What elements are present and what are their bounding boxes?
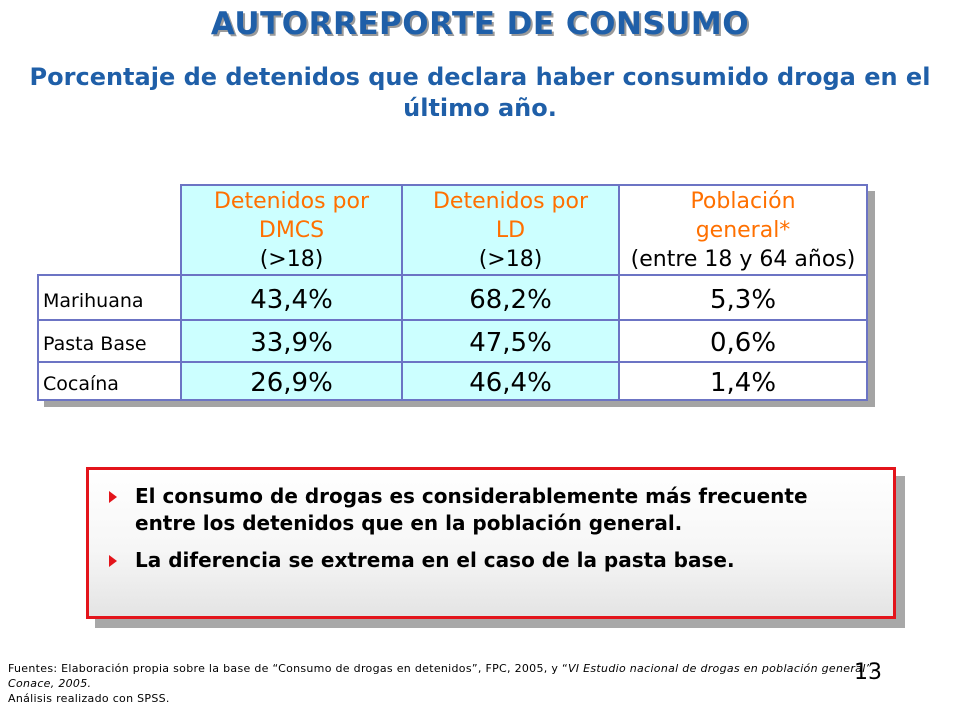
header-cell-ld: Detenidos por LD (>18) bbox=[401, 184, 620, 276]
header-line: Población bbox=[690, 188, 796, 214]
row-label-cocaina: Cocaína bbox=[37, 361, 182, 401]
header-line: general* bbox=[695, 217, 791, 243]
callout-bullet: El consumo de drogas es considerablement… bbox=[109, 483, 873, 537]
footnote-text: Fuentes: Elaboración propia sobre la bas… bbox=[8, 662, 568, 675]
callout-bullet: La diferencia se extrema en el caso de l… bbox=[109, 547, 873, 574]
table-cell: 68,2% bbox=[401, 274, 620, 321]
header-line: (entre 18 y 64 años) bbox=[630, 246, 856, 272]
row-label-pasta-base: Pasta Base bbox=[37, 319, 182, 363]
sources-footnote: Fuentes: Elaboración propia sobre la bas… bbox=[8, 661, 913, 706]
table-cell: 33,9% bbox=[180, 319, 403, 363]
header-cell-dmcs: Detenidos por DMCS (>18) bbox=[180, 184, 403, 276]
table-cell: 26,9% bbox=[180, 361, 403, 401]
bullet-text: El consumo de drogas es considerablement… bbox=[135, 484, 808, 535]
row-label-marihuana: Marihuana bbox=[37, 274, 182, 321]
footnote-analysis: Análisis realizado con SPSS. bbox=[8, 692, 170, 705]
header-line: Detenidos por bbox=[213, 188, 370, 214]
triangle-bullet-icon bbox=[109, 491, 117, 503]
slide-title: AUTORREPORTE DE CONSUMO bbox=[210, 6, 750, 42]
header-line: Detenidos por bbox=[432, 188, 589, 214]
table-cell: 1,4% bbox=[618, 361, 868, 401]
header-line: LD bbox=[495, 217, 526, 243]
conclusion-callout: El consumo de drogas es considerablement… bbox=[86, 467, 896, 619]
triangle-bullet-icon bbox=[109, 555, 117, 567]
table-cell: 43,4% bbox=[180, 274, 403, 321]
footnote-italic-text: VI Estudio nacional de drogas en poblaci… bbox=[8, 662, 876, 690]
header-line: DMCS bbox=[258, 217, 325, 243]
bullet-text: La diferencia se extrema en el caso de l… bbox=[135, 548, 735, 572]
header-cell-poblacion: Población general* (entre 18 y 64 años) bbox=[618, 184, 868, 276]
table-cell: 46,4% bbox=[401, 361, 620, 401]
header-line: (>18) bbox=[478, 246, 543, 272]
slide-subtitle: Porcentaje de detenidos que declara habe… bbox=[29, 63, 931, 122]
table-cell: 0,6% bbox=[618, 319, 868, 363]
table-cell: 47,5% bbox=[401, 319, 620, 363]
page-number: 13 bbox=[854, 660, 882, 685]
table-cell: 5,3% bbox=[618, 274, 868, 321]
header-line: (>18) bbox=[259, 246, 324, 272]
